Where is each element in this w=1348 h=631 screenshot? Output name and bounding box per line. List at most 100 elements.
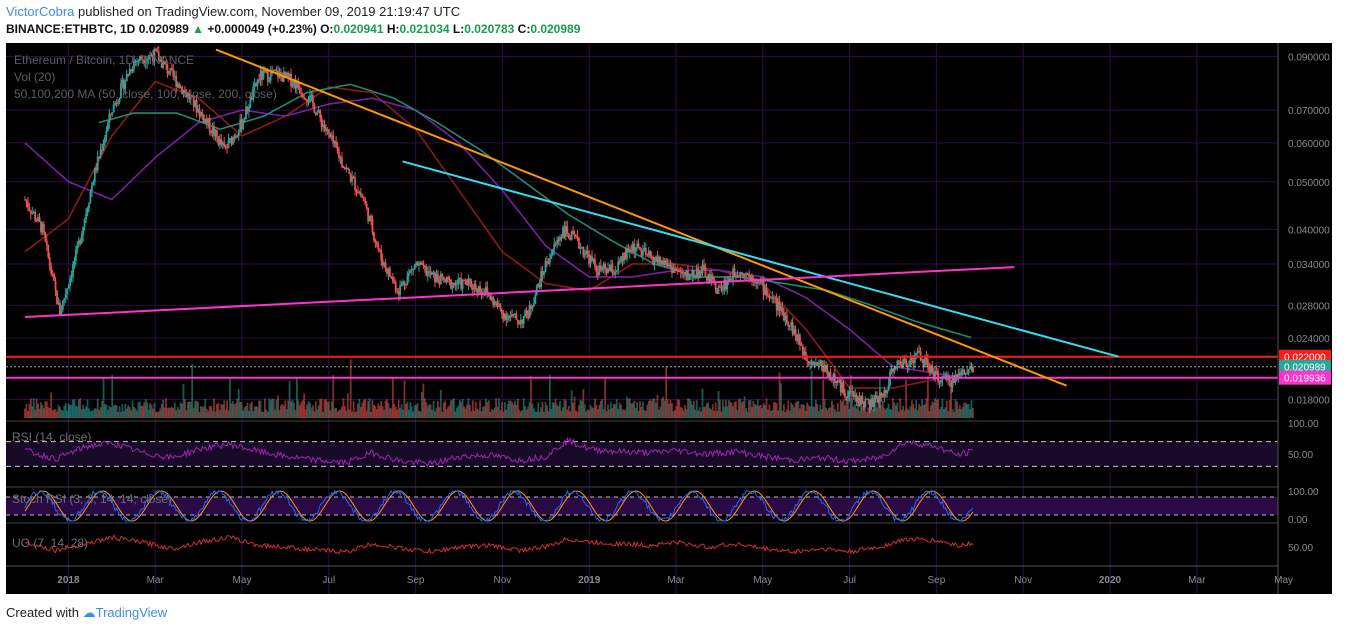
author-link[interactable]: VictorCobra <box>6 4 75 19</box>
volume-bar <box>522 398 525 418</box>
candle-body <box>236 135 239 137</box>
candle-body <box>586 250 589 255</box>
candle-body <box>881 395 884 397</box>
price-tick-label: 0.070000 <box>1288 106 1330 117</box>
magenta-support-trendline[interactable] <box>24 266 1015 319</box>
candle-body <box>913 354 916 364</box>
volume-bar <box>214 411 217 418</box>
volume-bar <box>516 398 519 418</box>
candle-body <box>156 50 159 53</box>
tradingview-brand[interactable]: TradingView <box>95 605 168 620</box>
candle-body <box>855 394 858 402</box>
candle-body <box>544 261 547 272</box>
volume-bar <box>871 409 874 418</box>
candle-body <box>905 359 907 366</box>
volume-bar <box>29 398 32 418</box>
candle-body <box>679 271 682 273</box>
volume-bar <box>466 404 468 418</box>
volume-bar <box>599 400 602 418</box>
candle-body <box>450 279 452 289</box>
candle-body <box>342 165 345 168</box>
candle-body <box>25 199 28 202</box>
candle-body <box>736 275 739 278</box>
volume-bar <box>721 400 724 418</box>
candle-body <box>692 269 695 278</box>
candle-body <box>934 370 937 380</box>
volume-bar <box>380 400 383 418</box>
volume-bar <box>406 401 409 418</box>
volume-bar <box>630 403 633 418</box>
candle-body <box>749 275 752 278</box>
cyan-resistance-trendline[interactable] <box>402 160 1119 358</box>
volume-bar <box>633 400 636 418</box>
ma100-line <box>24 97 972 380</box>
volume-bar <box>355 411 358 418</box>
volume-bar <box>922 405 925 418</box>
volume-bar <box>387 402 390 418</box>
volume-bar <box>772 402 775 418</box>
axis-background <box>1278 43 1332 594</box>
candle-body <box>958 373 961 376</box>
candle-body <box>530 305 532 309</box>
volume-bar <box>389 408 391 418</box>
candle-body <box>815 362 817 364</box>
time-tick-label: Mar <box>667 575 685 586</box>
volume-bar <box>298 405 301 418</box>
candle-body <box>464 280 467 285</box>
candle-body <box>444 279 447 283</box>
candle-body <box>58 302 61 316</box>
volume-bar <box>881 400 884 418</box>
candle-body <box>310 94 313 96</box>
candle-body <box>541 270 544 275</box>
candle-body <box>825 365 827 371</box>
candle-body <box>765 287 768 296</box>
candle-body <box>484 287 487 295</box>
volume-bar <box>37 403 39 418</box>
orange-resistance-trendline[interactable] <box>215 48 1067 387</box>
candle-body <box>335 141 338 148</box>
volume-bar <box>543 411 545 418</box>
volume-bar <box>258 400 260 418</box>
volume-bar <box>560 410 563 418</box>
candle-body <box>628 249 631 253</box>
candle-body <box>713 278 716 282</box>
candle-body <box>234 135 237 139</box>
candle-body <box>431 273 433 275</box>
volume-bar <box>397 399 400 418</box>
volume-bar <box>390 408 393 418</box>
candle-body <box>906 365 909 367</box>
volume-bar <box>96 398 99 418</box>
candle-body <box>605 269 608 273</box>
candle-body <box>660 260 663 265</box>
volume-bar <box>429 404 432 418</box>
candle-body <box>143 60 146 65</box>
volume-bar <box>243 407 246 418</box>
volume-bar <box>162 399 165 418</box>
candle-body <box>961 369 964 373</box>
volume-bar <box>746 411 749 418</box>
candle-body <box>149 54 151 58</box>
volume-bar <box>784 411 787 418</box>
candle-body <box>108 113 111 123</box>
volume-bar <box>146 402 149 418</box>
time-tick-label: Mar <box>147 575 165 586</box>
volume-bar <box>894 405 897 418</box>
candle-body <box>380 250 383 260</box>
volume-bar <box>80 409 83 418</box>
candle-body <box>663 260 666 266</box>
volume-bar <box>566 409 569 418</box>
volume-bar <box>684 404 686 418</box>
candle-body <box>932 372 935 380</box>
volume-bar <box>710 409 713 418</box>
candle-body <box>969 367 971 370</box>
candle-body <box>908 366 910 368</box>
volume-bar <box>831 400 833 418</box>
volume-bar <box>804 410 807 418</box>
candle-body <box>400 285 403 287</box>
candle-body <box>179 86 182 88</box>
candle-body <box>788 325 791 327</box>
candle-body <box>807 361 810 364</box>
candle-body <box>543 271 545 275</box>
candle-body <box>531 306 534 309</box>
